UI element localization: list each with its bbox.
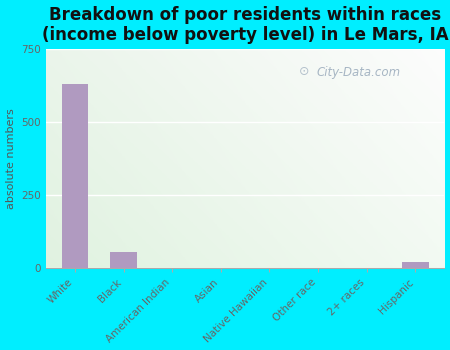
Title: Breakdown of poor residents within races
(income below poverty level) in Le Mars: Breakdown of poor residents within races…	[42, 6, 448, 44]
Y-axis label: absolute numbers: absolute numbers	[5, 108, 16, 209]
Bar	[402, 262, 429, 268]
Text: ⊙: ⊙	[299, 65, 310, 78]
Text: City-Data.com: City-Data.com	[317, 66, 401, 79]
Bar	[110, 252, 137, 268]
Bar	[62, 84, 88, 268]
